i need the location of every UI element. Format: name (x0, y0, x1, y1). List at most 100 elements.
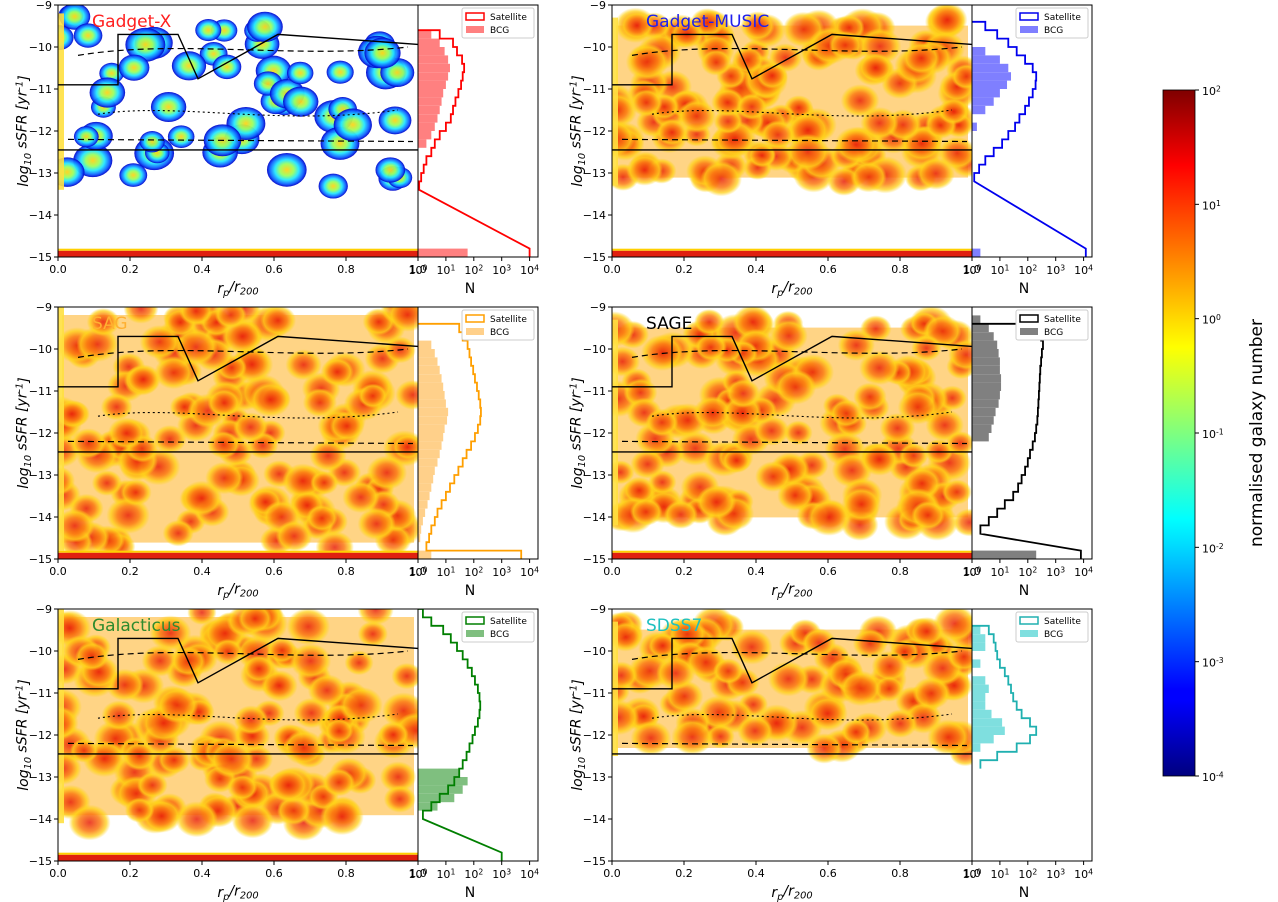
bcg-bar (972, 726, 1005, 735)
edge-strip (612, 17, 618, 186)
density-blob (694, 309, 725, 335)
hist-x-tick-label: 100 (409, 264, 428, 277)
density-blob (120, 479, 152, 506)
density-blob (366, 455, 408, 490)
density-blob (322, 768, 356, 797)
density-blob (307, 674, 347, 707)
density-blob (339, 686, 383, 724)
colorbar-label: normalised galaxy number (1247, 319, 1267, 547)
panel-gadget-x: Gadget-X 0.0 0.2 0.4 0.6 0.8 1.0 −9 −10 −11 −12 −13… (14, 0, 539, 299)
quenched-band (58, 854, 418, 861)
density-blob (668, 617, 707, 651)
bcg-bar (418, 89, 444, 98)
density-blob (783, 420, 813, 445)
legend-swatch-bcg (1020, 328, 1038, 335)
density-blob (302, 388, 337, 418)
legend: Satellite BCG (1015, 7, 1089, 39)
hist-x-label: N (1019, 281, 1029, 297)
x-tick-label: 0.6 (819, 263, 837, 276)
density-blob (852, 628, 888, 659)
colorbar: 102 101 100 10-1 10-2 10-3 10-4 normalised gal… (1162, 85, 1267, 784)
y-tick-label: −15 (29, 251, 52, 264)
colorbar-tick-label: 10-1 (1202, 428, 1224, 441)
hist-x-tick-label: 102 (1018, 264, 1037, 277)
density-blob (383, 785, 416, 813)
density-blob (853, 382, 887, 411)
density-blob (174, 328, 218, 366)
x-tick-label: 0.6 (819, 867, 837, 880)
hist-x-tick-label: 104 (1074, 264, 1093, 277)
bcg-bar (418, 433, 444, 442)
x-tick-label: 0.6 (265, 867, 283, 880)
colorbar-tick-label: 100 (1202, 313, 1221, 326)
y-tick-label: −13 (583, 771, 606, 784)
legend-label-bcg: BCG (490, 328, 509, 338)
panel-title: SDSS7 (646, 616, 702, 636)
bcg-bar (972, 72, 1012, 81)
density-blob (243, 655, 275, 682)
contour-mid (621, 650, 968, 747)
bcg-bar (972, 407, 996, 417)
y-tick-label: −12 (29, 729, 52, 742)
density-blob (625, 43, 669, 80)
bcg-bar (972, 735, 994, 744)
density-blob (912, 677, 951, 710)
density-blob (378, 106, 412, 135)
density-blob (91, 470, 123, 496)
hist-x-tick-label: 103 (492, 868, 511, 881)
density-blob (700, 161, 742, 197)
density-blob (122, 741, 157, 771)
density-blob (748, 143, 777, 168)
hist-x-tick-label: 104 (520, 868, 539, 881)
x-tick-label: 0.0 (49, 565, 67, 578)
contours (58, 33, 418, 151)
x-tick-label: 0.0 (603, 565, 621, 578)
density-blob (68, 804, 111, 841)
density-blob (663, 500, 698, 529)
panel-sag: SAG 0.0 0.2 0.4 0.6 0.8 1.0 −9 −10 −11 −12 −13 −14 −1… (14, 301, 539, 601)
y-tick-label: −12 (583, 427, 606, 440)
contours (612, 33, 972, 151)
y-tick-label: −9 (36, 603, 52, 616)
density-blob (318, 173, 348, 199)
bcg-bar (972, 365, 1000, 375)
density-blob (387, 307, 418, 332)
density-blob (777, 480, 814, 511)
y-tick-label: −15 (29, 553, 52, 566)
hist-x-tick-label: 101 (990, 264, 1009, 277)
density-blob (150, 91, 187, 123)
density-blob (911, 335, 942, 362)
density-blob (916, 157, 955, 190)
satellite-step (418, 29, 531, 257)
x-tick-label: 0.6 (265, 263, 283, 276)
colorbar-tick-label: 10-3 (1202, 656, 1224, 669)
density-blob (58, 157, 85, 187)
edge-strip (58, 609, 64, 824)
density-blob (713, 109, 743, 134)
x-tick-label: 0.4 (193, 263, 211, 276)
bcg-bar (418, 72, 449, 81)
bcg-bar (972, 63, 1009, 73)
density-blob (162, 519, 194, 547)
x-tick-label: 0.8 (891, 867, 909, 880)
quenched-band-edge (58, 852, 418, 855)
density-blob (860, 106, 899, 140)
legend-label-satellite: Satellite (1044, 617, 1081, 627)
histogram-frame (417, 306, 539, 560)
x-axis-label: rp/r200 (217, 582, 258, 601)
density-blob (309, 439, 347, 472)
density-blob (357, 609, 394, 626)
histogram-frame (971, 306, 1093, 560)
legend-swatch-satellite (1019, 616, 1039, 625)
density-blob (948, 339, 972, 371)
bcg-bar (972, 684, 989, 693)
panel-sdss7: SDSS7 0.0 0.2 0.4 0.6 0.8 1.0 −9 −10 −11 −12 −13 −14… (568, 603, 1093, 902)
hist-x-tick-label: 103 (1046, 264, 1065, 277)
contour-outer (58, 637, 418, 755)
y-tick-label: −12 (583, 125, 606, 138)
density-blob (124, 797, 155, 823)
y-tick-label: −11 (29, 385, 52, 398)
panel-title: SAGE (646, 314, 692, 334)
hist-x-tick-label: 103 (492, 566, 511, 579)
bcg-bar (972, 382, 1002, 391)
